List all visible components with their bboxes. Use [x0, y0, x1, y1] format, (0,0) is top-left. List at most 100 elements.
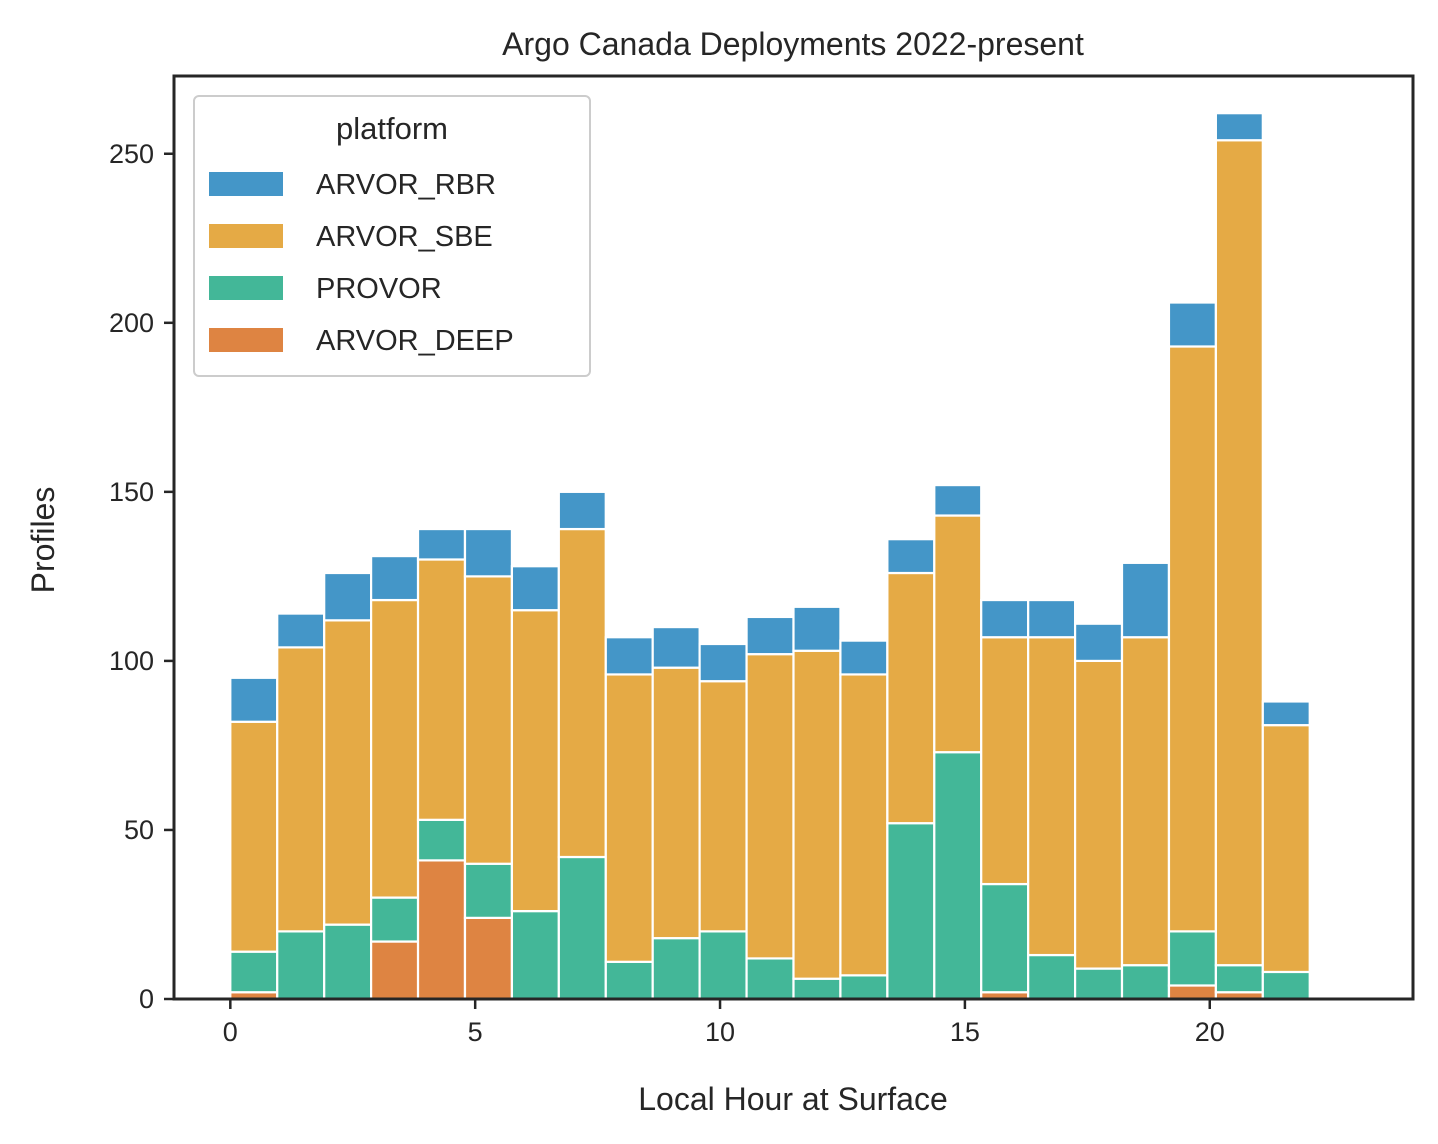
- bar-arvor-rbr-bin-4: [416, 527, 467, 561]
- bar-arvor-rbr-bin-14: [886, 538, 936, 575]
- bar-arvor-rbr-bin-16: [980, 598, 1030, 639]
- bar-arvor-rbr-bin-18: [1073, 622, 1124, 663]
- x-tick-label: 15: [950, 1017, 980, 1047]
- bar-arvor-sbe-bin-1: [276, 646, 326, 933]
- bar-arvor-rbr-bin-17: [1027, 598, 1077, 639]
- bar-provor-bin-20: [1167, 930, 1218, 987]
- bar-arvor-sbe-bin-22: [1261, 724, 1311, 974]
- y-tick-label: 100: [109, 646, 154, 676]
- y-tick-label: 0: [139, 984, 154, 1014]
- bar-arvor-sbe-bin-0: [229, 720, 279, 953]
- bar-arvor-sbe-bin-17: [1027, 636, 1077, 957]
- y-tick-label: 150: [109, 477, 154, 507]
- bar-arvor-sbe-bin-9: [651, 666, 701, 940]
- bar-arvor-sbe-bin-4: [416, 558, 467, 821]
- bar-provor-bin-3: [370, 896, 420, 943]
- bar-arvor-sbe-bin-6: [510, 609, 560, 913]
- bar-provor-bin-5: [463, 862, 514, 919]
- legend-swatch-arvor-sbe: [209, 224, 283, 248]
- bar-arvor-sbe-bin-2: [323, 619, 373, 926]
- legend-label-arvor-sbe: ARVOR_SBE: [316, 221, 493, 253]
- bar-arvor-rbr-bin-13: [839, 639, 889, 676]
- legend-swatch-provor: [209, 276, 283, 300]
- legend-swatch-arvor-deep: [209, 328, 283, 352]
- bar-arvor-rbr-bin-5: [463, 527, 514, 578]
- bar-arvor-rbr-bin-15: [933, 483, 983, 517]
- bar-arvor-deep-bin-20: [1167, 984, 1218, 1001]
- y-tick-label: 250: [109, 139, 154, 169]
- bar-provor-bin-7: [557, 855, 607, 1001]
- bar-provor-bin-12: [792, 977, 842, 1001]
- bar-provor-bin-0: [229, 950, 279, 994]
- bar-provor-bin-17: [1027, 953, 1077, 1001]
- bar-provor-bin-6: [510, 909, 560, 1001]
- bar-arvor-rbr-bin-12: [792, 605, 842, 652]
- bar-arvor-sbe-bin-5: [463, 575, 514, 865]
- y-axis: 0 50 100 150 200 250: [109, 139, 174, 1014]
- bar-arvor-sbe-bin-7: [557, 527, 607, 859]
- bar-arvor-sbe-bin-3: [370, 598, 420, 899]
- bar-provor-bin-11: [745, 957, 795, 1001]
- y-axis-label: Profiles: [25, 487, 61, 594]
- chart-title: Argo Canada Deployments 2022-present: [502, 26, 1084, 62]
- y-tick-label: 50: [124, 815, 154, 845]
- bar-arvor-rbr-bin-1: [276, 612, 326, 649]
- bar-arvor-sbe-bin-16: [980, 636, 1030, 886]
- bar-arvor-rbr-bin-8: [604, 636, 654, 676]
- bar-arvor-rbr-bin-7: [557, 490, 607, 531]
- legend-entries: ARVOR_RBR ARVOR_SBE PROVOR ARVOR_DEEP: [209, 169, 514, 357]
- x-tick-label: 20: [1195, 1017, 1225, 1047]
- x-axis: 0 5 10 15 20: [223, 999, 1225, 1047]
- x-axis-label: Local Hour at Surface: [638, 1081, 948, 1117]
- x-tick-label: 10: [705, 1017, 735, 1047]
- bar-provor-bin-16: [980, 882, 1030, 994]
- x-tick-label: 5: [468, 1017, 483, 1047]
- legend-label-arvor-rbr: ARVOR_RBR: [316, 169, 496, 201]
- bar-arvor-sbe-bin-14: [886, 571, 936, 825]
- bar-arvor-rbr-bin-20: [1167, 301, 1218, 348]
- bar-provor-bin-2: [323, 923, 373, 1001]
- bar-provor-bin-18: [1073, 967, 1124, 1001]
- legend-swatch-arvor-rbr: [209, 172, 283, 196]
- bar-arvor-rbr-bin-2: [323, 571, 373, 622]
- bars-layer: [229, 112, 1311, 1001]
- bar-arvor-sbe-bin-13: [839, 673, 889, 977]
- bar-arvor-rbr-bin-22: [1261, 700, 1311, 727]
- bar-arvor-sbe-bin-11: [745, 653, 795, 960]
- bar-provor-bin-15: [933, 751, 983, 1001]
- bar-arvor-rbr-bin-10: [698, 642, 748, 683]
- legend-label-provor: PROVOR: [316, 273, 442, 305]
- bar-arvor-rbr-bin-19: [1120, 561, 1171, 639]
- bar-arvor-rbr-bin-6: [510, 565, 560, 612]
- bar-arvor-sbe-bin-8: [604, 673, 654, 963]
- bar-arvor-sbe-bin-20: [1167, 345, 1218, 933]
- bar-arvor-sbe-bin-15: [933, 514, 983, 754]
- bar-provor-bin-1: [276, 930, 326, 1001]
- bar-arvor-rbr-bin-0: [229, 676, 279, 723]
- bar-arvor-rbr-bin-3: [370, 554, 420, 602]
- bar-arvor-sbe-bin-19: [1120, 636, 1171, 967]
- legend-box: [193, 95, 591, 377]
- bar-provor-bin-22: [1261, 970, 1311, 1001]
- legend: platform ARVOR_RBR ARVOR_SBE PROVOR ARVOR_D…: [193, 95, 591, 377]
- bar-arvor-sbe-bin-10: [698, 680, 748, 933]
- bar-provor-bin-8: [604, 960, 654, 1001]
- bar-provor-bin-13: [839, 974, 889, 1001]
- bar-provor-bin-14: [886, 822, 936, 1001]
- x-tick-label: 0: [223, 1017, 238, 1047]
- legend-label-arvor-deep: ARVOR_DEEP: [316, 325, 514, 357]
- bar-arvor-rbr-bin-9: [651, 625, 701, 669]
- bar-arvor-sbe-bin-18: [1073, 659, 1124, 970]
- bar-provor-bin-19: [1120, 964, 1171, 1001]
- y-tick-label: 200: [109, 308, 154, 338]
- bar-arvor-rbr-bin-21: [1214, 112, 1264, 142]
- bar-arvor-sbe-bin-21: [1214, 139, 1264, 967]
- bar-provor-bin-10: [698, 930, 748, 1001]
- bar-arvor-deep-bin-5: [463, 916, 514, 1001]
- bar-arvor-deep-bin-3: [370, 940, 420, 1001]
- bar-provor-bin-21: [1214, 964, 1264, 994]
- bar-provor-bin-4: [416, 818, 467, 862]
- legend-title: platform: [336, 111, 448, 146]
- bar-provor-bin-9: [651, 937, 701, 1001]
